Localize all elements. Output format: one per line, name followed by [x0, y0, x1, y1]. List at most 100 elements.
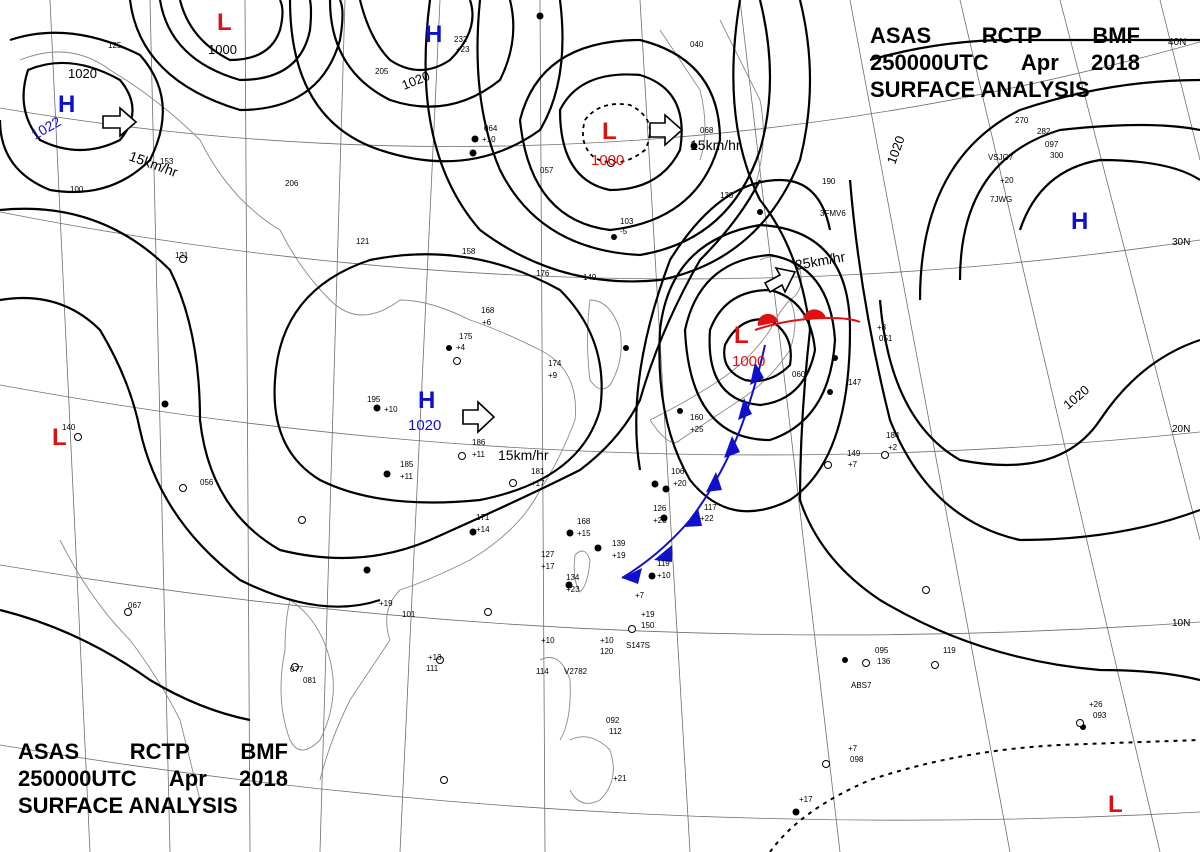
station-value: 121	[356, 237, 370, 246]
year-label: 2018	[1091, 50, 1140, 75]
agency-label: ASAS	[18, 739, 80, 764]
station-value: 077	[290, 665, 304, 674]
motion-speed-label: 15km/hr	[690, 137, 741, 153]
center-label: RCTP	[981, 23, 1042, 48]
station-value: 060	[792, 370, 806, 379]
station-value: +21	[613, 774, 627, 783]
station-value: 068	[700, 126, 714, 135]
year-label: 2018	[239, 766, 288, 791]
station-value: 195	[367, 395, 381, 404]
station-value: 206	[285, 179, 299, 188]
station-value: +10	[657, 571, 671, 580]
station-value: 114	[536, 667, 549, 676]
station-value: S147S	[626, 641, 650, 650]
station-value: +9	[548, 371, 558, 380]
station-value: +26	[1089, 700, 1103, 709]
station-value: +17	[541, 562, 555, 571]
station-value: 171	[476, 513, 490, 522]
station-value: 3FMV6	[820, 209, 846, 218]
chart-type-label: SURFACE ANALYSIS	[18, 793, 238, 818]
station-value: 186	[472, 438, 486, 447]
time-label: 250000UTC	[18, 766, 137, 791]
station-value: +23	[653, 516, 667, 525]
month-label: Apr	[168, 766, 207, 791]
low-pressure-symbol: L	[602, 118, 617, 145]
low-pressure-symbol: L	[217, 9, 232, 36]
station-value: +20	[673, 479, 687, 488]
station-value: 168	[577, 517, 591, 526]
high-pressure-symbol: H	[58, 91, 75, 118]
station-value: 095	[875, 646, 889, 655]
station-value: +14	[476, 525, 490, 534]
isobar-label: 1020	[884, 134, 908, 166]
coastlines	[19, 19, 802, 804]
station-value: 093	[1093, 711, 1107, 720]
latitude-lines	[0, 41, 1200, 821]
longitude-lines	[49, 0, 1200, 852]
station-value: +19	[641, 610, 655, 619]
station-value: 134	[566, 573, 580, 582]
latitude-labels: 40N 30N 20N 10N	[1168, 37, 1190, 629]
time-label: 250000UTC	[870, 50, 989, 75]
low-pressure-value: 1000	[732, 353, 765, 370]
station-value: +17	[531, 479, 545, 488]
station-value: 101	[402, 610, 416, 619]
station-value: 051	[879, 334, 893, 343]
low-pressure-symbol: L	[734, 322, 749, 349]
station-value: +23	[456, 45, 470, 54]
station-value: VSJG7	[988, 153, 1014, 162]
station-value: +10	[600, 636, 614, 645]
station-value: +25	[690, 425, 704, 434]
station-value: 040	[690, 40, 704, 49]
station-value: 067	[128, 601, 142, 610]
center-label: RCTP	[129, 739, 190, 764]
station-circles	[74, 159, 1084, 784]
station-value: +6	[482, 318, 492, 327]
station-value: +17	[799, 795, 813, 804]
station-value: 176	[536, 269, 550, 278]
isobar-label: 1000	[208, 42, 237, 57]
station-value: 112	[609, 727, 622, 736]
high-pressure-symbol: H	[418, 387, 435, 414]
station-value: 153	[160, 157, 174, 166]
agency-label: ASAS	[870, 23, 932, 48]
motion-speed-label: 15km/hr	[498, 447, 549, 463]
high-pressure-symbol: H	[1071, 208, 1088, 235]
station-value: 160	[690, 413, 704, 422]
station-value: 168	[481, 306, 495, 315]
station-value: 092	[606, 716, 620, 725]
title-block-top: ASAS RCTP BMF 250000UTC Apr 2018 SURFACE…	[870, 22, 1140, 103]
station-value: +7	[635, 591, 645, 600]
station-value: 147	[848, 378, 862, 387]
unit-label: BMF	[240, 739, 288, 764]
station-value: +22	[700, 514, 714, 523]
station-value: +10	[384, 405, 398, 414]
title-block-bottom: ASAS RCTP BMF 250000UTC Apr 2018 SURFACE…	[18, 738, 288, 819]
low-pressure-symbol: L	[52, 424, 67, 451]
station-value: 057	[540, 166, 554, 175]
lat-label-40n: 40N	[1168, 37, 1186, 48]
station-value: 174	[548, 359, 562, 368]
station-value: 097	[1045, 140, 1059, 149]
lat-label-30n: 30N	[1172, 237, 1190, 248]
station-value: 100	[70, 185, 84, 194]
station-value: 119	[943, 646, 956, 655]
station-value: 139	[612, 539, 626, 548]
warm-front	[754, 309, 861, 331]
month-label: Apr	[1020, 50, 1059, 75]
station-value: 300	[1050, 151, 1064, 160]
station-value: +19	[379, 599, 393, 608]
motion-arrows	[102, 106, 797, 434]
isobar-label: 1020	[1060, 382, 1092, 412]
station-value: ABS7	[851, 681, 872, 690]
station-value: 184	[886, 431, 900, 440]
station-value: +13	[428, 653, 442, 662]
station-value: +19	[612, 551, 626, 560]
station-value: +15	[577, 529, 591, 538]
station-value: 232	[454, 35, 468, 44]
station-value: +10	[541, 636, 555, 645]
station-value: 282	[1037, 127, 1051, 136]
station-value: 138	[720, 191, 734, 200]
